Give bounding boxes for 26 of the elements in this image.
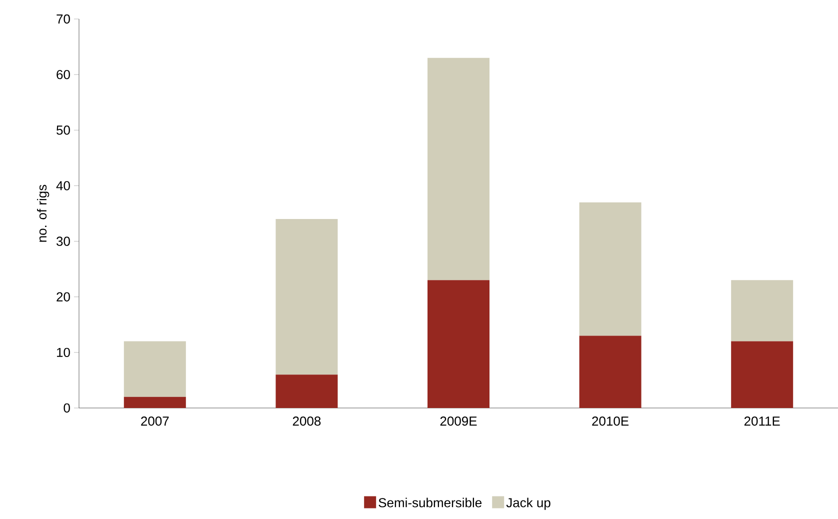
legend-label: Semi-submersible xyxy=(378,498,482,508)
y-tick-label: 30 xyxy=(56,236,70,246)
y-tick-label: 0 xyxy=(64,403,70,413)
x-tick-label: 2009E xyxy=(440,416,477,426)
y-tick-label: 20 xyxy=(56,292,70,302)
bar xyxy=(428,58,490,280)
bar xyxy=(731,341,794,408)
y-axis-title: no. of rigs xyxy=(37,184,50,242)
x-tick-label: 2008 xyxy=(292,416,321,426)
legend-label: Jack up xyxy=(506,498,550,510)
y-tick-label: 50 xyxy=(56,126,70,135)
x-tick-label: 2011E xyxy=(744,416,780,426)
y-tick-label: 60 xyxy=(56,70,70,80)
x-tick-label: 2010E xyxy=(592,416,629,426)
bar xyxy=(579,202,642,336)
bar xyxy=(124,341,186,397)
x-tick-label: 2007 xyxy=(141,416,169,426)
y-tick-label: 70 xyxy=(56,14,70,24)
y-tick-label: 40 xyxy=(56,181,70,190)
y-tick-label: 10 xyxy=(57,348,70,358)
bar xyxy=(276,374,338,408)
bar xyxy=(579,336,642,408)
bar xyxy=(731,280,794,342)
bar xyxy=(428,280,490,408)
bar xyxy=(124,396,186,408)
bar xyxy=(276,219,338,375)
